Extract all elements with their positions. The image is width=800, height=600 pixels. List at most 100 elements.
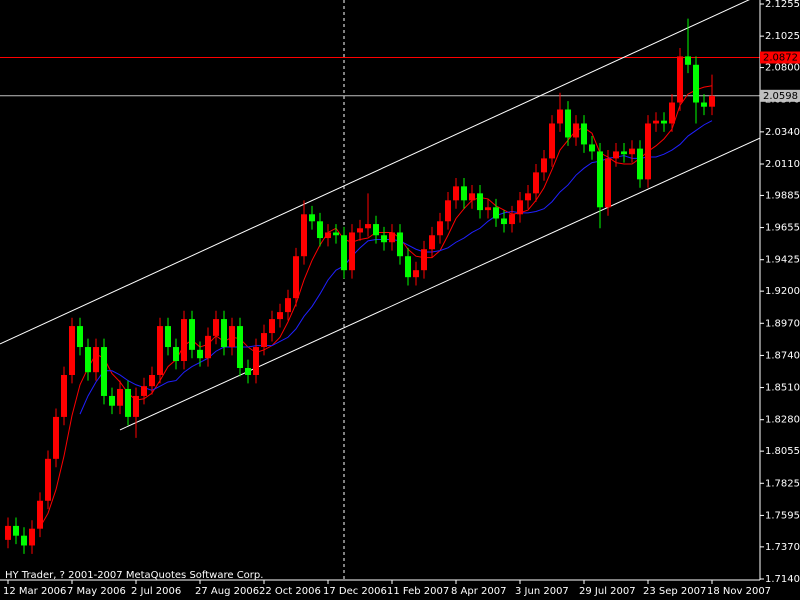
candle-body bbox=[621, 151, 627, 155]
candle-body bbox=[461, 186, 467, 201]
candle-body bbox=[397, 232, 403, 257]
y-tick-label: 1.7370 bbox=[765, 542, 800, 553]
candle-body bbox=[637, 148, 643, 180]
price-label-box bbox=[760, 51, 800, 64]
candle-body bbox=[237, 326, 243, 369]
candle-body bbox=[413, 270, 419, 278]
candle-body bbox=[341, 235, 347, 271]
candle-body bbox=[181, 319, 187, 362]
candle-body bbox=[381, 235, 387, 243]
candle-body bbox=[565, 109, 571, 138]
candle-body bbox=[269, 319, 275, 334]
candle-body bbox=[357, 228, 363, 233]
x-tick-label: 8 Apr 2007 bbox=[451, 586, 506, 597]
candle-body bbox=[309, 214, 315, 222]
candle-body bbox=[365, 224, 371, 229]
candle-body bbox=[501, 218, 507, 225]
candle-body bbox=[165, 326, 171, 348]
candle-body bbox=[325, 232, 331, 239]
candle-body bbox=[517, 200, 523, 215]
y-tick-label: 2.1025 bbox=[765, 31, 800, 42]
price-label-box bbox=[760, 89, 800, 102]
y-tick-label: 1.9200 bbox=[765, 286, 800, 297]
candle-body bbox=[77, 326, 83, 348]
x-tick-label: 22 Oct 2006 bbox=[259, 586, 321, 597]
candle-body bbox=[117, 388, 123, 406]
candle-body bbox=[261, 333, 267, 348]
candle-body bbox=[61, 374, 67, 417]
candle-body bbox=[421, 249, 427, 271]
x-tick-label: 3 Jun 2007 bbox=[515, 586, 569, 597]
candle-body bbox=[573, 123, 579, 138]
y-tick-label: 1.8280 bbox=[765, 415, 800, 426]
candle-body bbox=[141, 386, 147, 396]
y-tick-label: 1.9425 bbox=[765, 255, 800, 266]
x-tick-label: 7 May 2006 bbox=[67, 586, 126, 597]
candle-body bbox=[13, 525, 19, 536]
candle-body bbox=[277, 312, 283, 320]
price-label: 2.0872 bbox=[763, 53, 798, 64]
candle-body bbox=[549, 123, 555, 159]
candle-body bbox=[133, 395, 139, 417]
candle-body bbox=[437, 221, 443, 236]
trendline bbox=[119, 137, 760, 431]
y-tick-label: 1.7825 bbox=[765, 478, 800, 489]
price-label: 2.0598 bbox=[763, 91, 798, 102]
candle-body bbox=[469, 193, 475, 201]
x-tick-label: 11 Feb 2007 bbox=[387, 586, 449, 597]
candle-body bbox=[669, 102, 675, 124]
candle-body bbox=[101, 347, 107, 396]
candle-body bbox=[541, 158, 547, 173]
candle-body bbox=[93, 347, 99, 373]
candle-body bbox=[429, 235, 435, 250]
candle-body bbox=[149, 374, 155, 387]
x-tick-label: 12 Mar 2006 bbox=[3, 586, 66, 597]
candle-body bbox=[597, 151, 603, 208]
candle-body bbox=[29, 528, 35, 546]
y-tick-label: 1.8510 bbox=[765, 383, 800, 394]
candle-body bbox=[405, 256, 411, 278]
candle-body bbox=[653, 120, 659, 124]
candle-body bbox=[509, 214, 515, 225]
candle-body bbox=[125, 388, 131, 417]
candle-body bbox=[85, 347, 91, 373]
candle-body bbox=[349, 232, 355, 271]
y-tick-label: 1.8055 bbox=[765, 446, 800, 457]
y-tick-label: 1.8740 bbox=[765, 350, 800, 361]
candle-body bbox=[229, 326, 235, 348]
candle-body bbox=[5, 525, 11, 540]
candle-body bbox=[221, 319, 227, 348]
x-tick-label: 18 Nov 2007 bbox=[707, 586, 771, 597]
candle-body bbox=[285, 298, 291, 313]
candle-body bbox=[589, 144, 595, 152]
candle-body bbox=[485, 207, 491, 211]
candle-body bbox=[533, 172, 539, 194]
candle-body bbox=[21, 535, 27, 546]
x-tick-label: 17 Dec 2006 bbox=[323, 586, 387, 597]
candle-body bbox=[69, 326, 75, 375]
candle-body bbox=[701, 102, 707, 107]
x-tick-label: 27 Aug 2006 bbox=[195, 586, 259, 597]
x-tick-label: 23 Sep 2007 bbox=[643, 586, 706, 597]
candle-body bbox=[693, 64, 699, 103]
plot-area bbox=[0, 0, 760, 580]
candle-body bbox=[629, 148, 635, 155]
candle-body bbox=[333, 232, 339, 236]
candle-body bbox=[709, 95, 715, 107]
y-tick-label: 2.0800 bbox=[765, 63, 800, 74]
y-tick-label: 1.8970 bbox=[765, 318, 800, 329]
candle-body bbox=[205, 335, 211, 359]
candle-body bbox=[301, 214, 307, 257]
x-tick-label: 29 Jul 2007 bbox=[579, 586, 636, 597]
candle-body bbox=[189, 319, 195, 350]
candle-body bbox=[645, 123, 651, 180]
candle-body bbox=[197, 349, 203, 359]
candle-body bbox=[493, 207, 499, 219]
y-tick-label: 1.9885 bbox=[765, 190, 800, 201]
candle-body bbox=[253, 347, 259, 375]
candle-body bbox=[173, 347, 179, 362]
candle-body bbox=[685, 56, 691, 65]
candle-body bbox=[581, 123, 587, 145]
watermark: HY Trader, ? 2001-2007 MetaQuotes Softwa… bbox=[5, 570, 263, 581]
